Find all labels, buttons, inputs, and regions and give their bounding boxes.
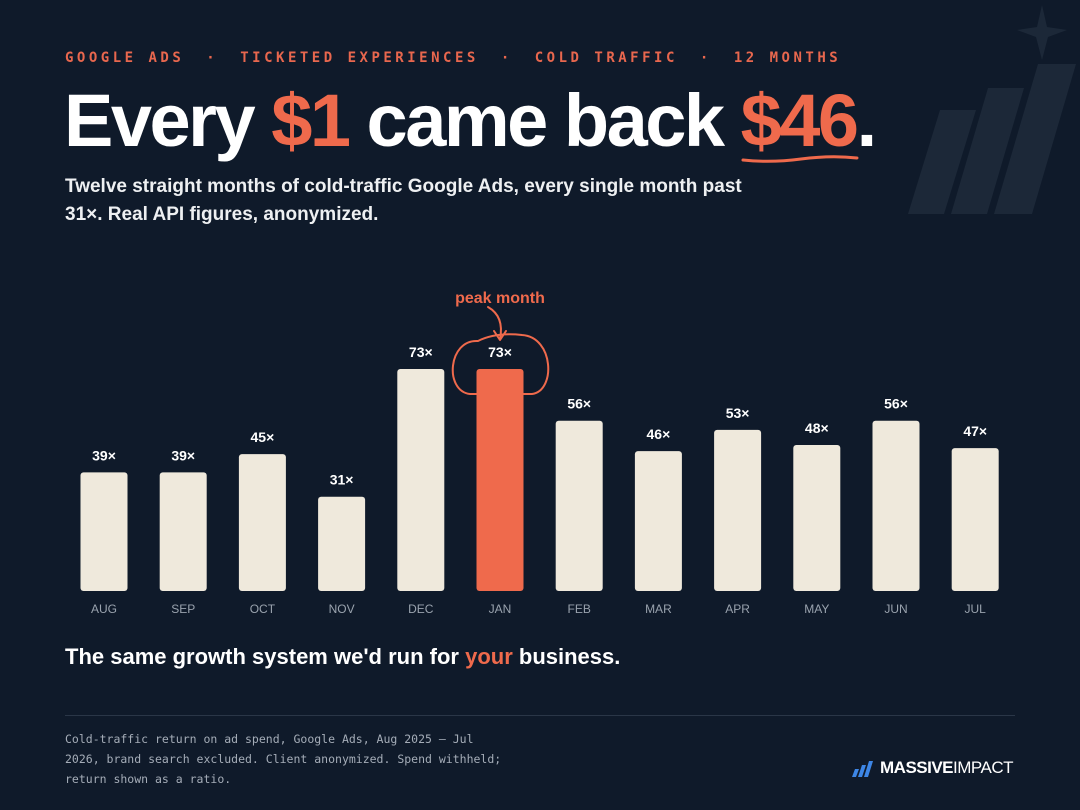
- x-tick-label: NOV: [329, 602, 355, 616]
- bar-may: [793, 445, 841, 591]
- peak-arrow: [487, 306, 502, 340]
- bar-jan: [476, 369, 524, 591]
- bar-jun: [872, 420, 920, 591]
- headline-text: .: [856, 79, 878, 162]
- x-tick-label: AUG: [91, 602, 117, 616]
- headline: Every $1 came back $46.: [64, 76, 878, 166]
- kicker-separator: ·: [500, 50, 513, 66]
- headline-text: Every: [64, 79, 272, 162]
- tagline-text: The same growth system we'd run for: [65, 644, 466, 669]
- x-tick-label: SEP: [171, 602, 195, 616]
- x-tick-label: MAY: [804, 602, 829, 616]
- tagline-text: business.: [512, 644, 621, 669]
- kicker-separator: ·: [206, 50, 219, 66]
- decorative-bars-graphic: [908, 5, 1076, 214]
- subhead: Twelve straight months of cold-traffic G…: [65, 176, 742, 225]
- roas-bar-chart: 39× AUG 39× SEP 45× OCT 31× NOV 73× DEC 73× JAN 56× F…: [80, 290, 999, 616]
- value-label: 56×: [884, 396, 908, 412]
- peak-annotation-label: peak month: [455, 290, 545, 307]
- value-label: 39×: [171, 447, 195, 463]
- value-label: 47×: [963, 423, 987, 439]
- kicker: GOOGLE ADS · TICKETED EXPERIENCES · COLD TRA…: [65, 50, 841, 66]
- bar-aug: [80, 472, 128, 591]
- peak-arrow-head: [493, 330, 507, 341]
- brand-logo: MASSIVEIMPACT: [850, 758, 1013, 778]
- bar-jul: [951, 448, 999, 591]
- bar-nov: [318, 496, 366, 591]
- x-tick-label: APR: [725, 602, 750, 616]
- tagline-accent: your: [465, 644, 513, 669]
- headline-spend: $1: [271, 79, 351, 162]
- kicker-period: 12 MONTHS: [733, 50, 842, 66]
- x-tick-label: JAN: [489, 602, 512, 616]
- bar-dec: [397, 369, 445, 591]
- kicker-vertical: TICKETED EXPERIENCES: [240, 50, 479, 66]
- value-label: 46×: [647, 426, 671, 442]
- value-label: 48×: [805, 420, 829, 436]
- bar-feb: [555, 420, 603, 591]
- underline-squiggle: [741, 155, 859, 163]
- value-label: 53×: [726, 405, 750, 421]
- kicker-separator: ·: [699, 50, 712, 66]
- footnote: Cold-traffic return on ad spend, Google …: [65, 732, 502, 786]
- logo-wordmark: MASSIVEIMPACT: [880, 758, 1013, 778]
- headline-text: came back: [348, 79, 741, 162]
- bar-sep: [159, 472, 207, 591]
- kicker-audience: COLD TRAFFIC: [534, 50, 678, 66]
- x-tick-label: DEC: [408, 602, 434, 616]
- value-label: 31×: [330, 472, 354, 488]
- headline-return: $46: [740, 76, 859, 166]
- divider: [65, 715, 1015, 716]
- x-tick-label: JUL: [965, 602, 987, 616]
- kicker-channel: GOOGLE ADS: [65, 50, 185, 66]
- x-tick-label: OCT: [250, 602, 276, 616]
- x-tick-label: JUN: [884, 602, 907, 616]
- logo-bars-icon: [852, 761, 873, 777]
- value-label: 56×: [567, 396, 591, 412]
- bar-mar: [634, 451, 682, 591]
- value-label: 73×: [409, 344, 433, 360]
- headline-return-value: $46: [740, 79, 859, 162]
- value-label: 73×: [488, 344, 512, 360]
- tagline: The same growth system we'd run for your…: [65, 644, 620, 670]
- x-tick-label: MAR: [645, 602, 672, 616]
- sparkle-icon: [1017, 5, 1067, 60]
- logo-regular: IMPACT: [953, 758, 1013, 777]
- value-label: 39×: [92, 447, 116, 463]
- bar-apr: [714, 429, 762, 591]
- x-tick-label: FEB: [568, 602, 591, 616]
- value-label: 45×: [251, 429, 275, 445]
- logo-bold: MASSIVE: [880, 758, 954, 777]
- bar-oct: [238, 454, 286, 591]
